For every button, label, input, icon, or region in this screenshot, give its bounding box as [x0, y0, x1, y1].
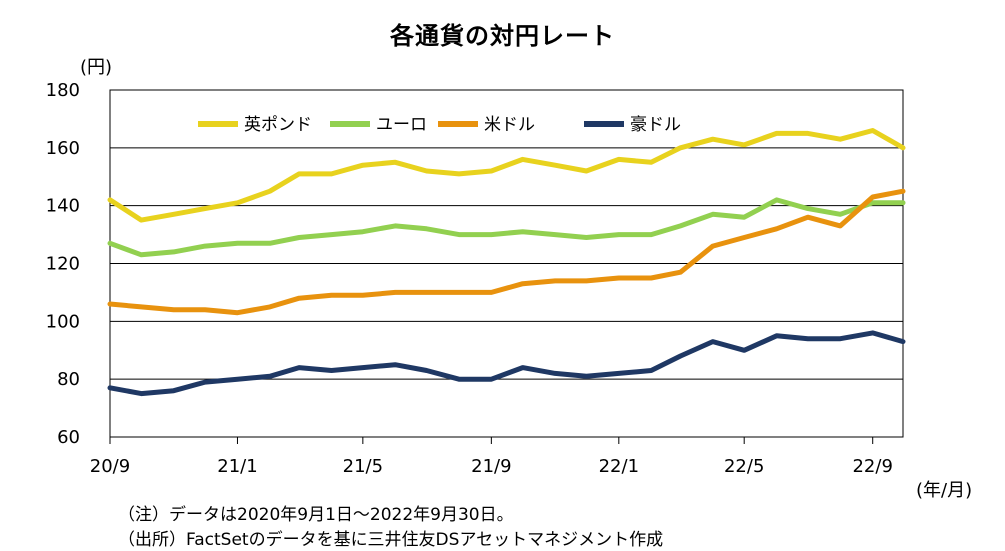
series-line-ユーロ: [107, 197, 906, 258]
plot-area: [109, 89, 904, 438]
gridlines: [110, 147, 903, 380]
y-axis: 60 80 100 120 140 160 180: [46, 80, 80, 448]
series-line-米ドル: [107, 188, 906, 316]
series-line-英ポンド: [107, 128, 906, 223]
x-tick-label: 22/9: [852, 456, 892, 477]
x-axis-unit: (年/月): [916, 480, 972, 501]
y-tick-label: 100: [46, 311, 80, 332]
x-tick-label: 20/9: [90, 456, 130, 477]
y-tick-label: 80: [57, 369, 80, 390]
y-axis-unit: (円): [80, 57, 112, 78]
x-tick-label: 21/1: [217, 456, 257, 477]
x-tick-label: 21/9: [471, 456, 511, 477]
series-lines: [107, 128, 906, 397]
legend-label: 米ドル: [484, 115, 535, 135]
y-tick-label: 120: [46, 254, 80, 275]
y-tick-label: 140: [46, 196, 80, 217]
x-axis: 20/9 21/1 21/5 21/9 22/1 22/5 22/9: [90, 437, 893, 477]
y-tick-label: 60: [57, 427, 80, 448]
series-line-豪ドル: [107, 330, 906, 397]
legend: 英ポンド ユーロ 米ドル 豪ドル: [198, 114, 681, 135]
note-data-period: （注）データは2020年9月1日～2022年9月30日。: [118, 505, 514, 525]
x-tick-label: 21/5: [343, 456, 383, 477]
legend-label: 豪ドル: [630, 114, 681, 135]
x-tick-label: 22/5: [724, 456, 764, 477]
legend-label: ユーロ: [376, 115, 427, 135]
chart-title: 各通貨の対円レート: [390, 22, 615, 50]
y-tick-label: 160: [46, 138, 80, 159]
legend-label: 英ポンド: [244, 115, 312, 135]
y-tick-label: 180: [46, 80, 80, 101]
x-tick-label: 22/1: [599, 456, 639, 477]
note-source: （出所）FactSetのデータを基に三井住友DSアセットマネジメント作成: [118, 530, 664, 550]
